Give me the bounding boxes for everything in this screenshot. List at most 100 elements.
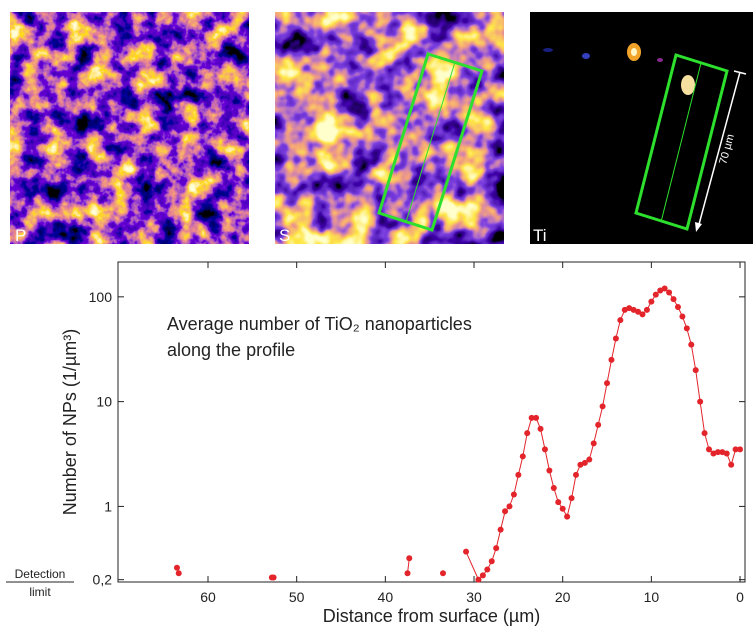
data-point <box>484 566 491 573</box>
data-point <box>550 484 557 491</box>
data-point <box>666 289 673 296</box>
data-point <box>555 499 562 506</box>
data-point <box>612 335 619 342</box>
blob <box>543 48 553 52</box>
x-tick-label: 30 <box>466 589 482 605</box>
data-point <box>537 425 544 432</box>
data-point <box>439 570 446 577</box>
data-point <box>617 317 624 324</box>
data-point <box>479 572 486 579</box>
panel-ti: 70 µm Ti <box>530 12 753 245</box>
plot-frame <box>117 261 746 583</box>
blob <box>657 58 663 62</box>
panel-p: P <box>10 12 249 245</box>
data-point <box>661 285 668 292</box>
data-point <box>175 570 182 577</box>
x-tick-label: 60 <box>200 589 216 605</box>
image <box>530 12 753 244</box>
blob <box>582 53 590 59</box>
data-point <box>705 446 712 453</box>
data-point <box>604 380 611 387</box>
annotation: Average number of TiO₂ nanoparticles <box>167 314 472 334</box>
data-point <box>533 414 540 421</box>
data-point <box>173 564 180 571</box>
data-point <box>714 449 721 456</box>
y-tick-label: 1 <box>104 498 112 514</box>
data-point <box>723 450 730 457</box>
x-tick-label: 0 <box>736 589 744 605</box>
data-point <box>510 491 517 498</box>
data-point <box>404 570 411 577</box>
y-axis-label: Number of NPs (1/µm³) <box>60 329 80 515</box>
data-point <box>524 430 531 437</box>
profile-line <box>660 62 702 223</box>
x-tick-label: 50 <box>289 589 305 605</box>
y-tick-label: 100 <box>89 289 113 305</box>
data-point <box>586 456 593 463</box>
data-point <box>692 367 699 374</box>
data-point <box>608 356 615 363</box>
data-point <box>683 325 690 332</box>
y-tick-label: 0,2 <box>93 572 113 588</box>
data-point <box>648 298 655 305</box>
panel-label: P <box>15 226 26 245</box>
blob <box>631 48 637 56</box>
profile-line <box>405 61 456 223</box>
data-point <box>732 446 739 453</box>
data-point <box>581 459 588 466</box>
panel-label: Ti <box>533 226 547 245</box>
panel-s: S <box>275 12 504 245</box>
detection-label: Detection <box>15 567 66 581</box>
scale-bar <box>697 71 741 229</box>
data-point <box>679 313 686 320</box>
data-point <box>559 505 566 512</box>
data-point <box>475 576 482 583</box>
data-point <box>546 467 553 474</box>
data-point <box>493 545 500 552</box>
data-point <box>406 555 413 562</box>
data-point <box>528 414 535 421</box>
data-point <box>643 306 650 313</box>
data-point <box>635 308 642 315</box>
profile-box <box>634 53 729 231</box>
x-tick-label: 10 <box>644 589 660 605</box>
data-point <box>728 461 735 468</box>
data-point <box>572 471 579 478</box>
image <box>10 12 249 244</box>
scale-bar-arrow <box>695 222 702 232</box>
panel-label: S <box>279 226 290 245</box>
data-point <box>270 574 277 581</box>
data-point <box>463 548 470 555</box>
x-tick-label: 20 <box>555 589 571 605</box>
scale-bar-cap <box>733 70 747 75</box>
data-point <box>590 440 597 447</box>
x-axis-label: Distance from surface (µm) <box>323 606 540 626</box>
data-point <box>497 526 504 533</box>
data-point <box>595 421 602 428</box>
annotation: along the profile <box>167 340 295 360</box>
data-point <box>541 446 548 453</box>
data-point <box>515 471 522 478</box>
blob <box>681 75 695 95</box>
data-point <box>701 430 708 437</box>
data-point <box>488 558 495 565</box>
data-point <box>502 508 509 515</box>
data-point <box>519 453 526 460</box>
x-tick-label: 40 <box>378 589 394 605</box>
data-point <box>674 303 681 310</box>
data-point <box>599 403 606 410</box>
data-point <box>697 398 704 405</box>
data-point <box>564 513 571 520</box>
data-point <box>652 291 659 298</box>
data-point <box>506 503 513 510</box>
detection-label: limit <box>29 585 51 599</box>
data-point <box>639 311 646 318</box>
data-point <box>568 495 575 502</box>
image <box>275 12 504 244</box>
data-point <box>670 296 677 303</box>
y-tick-label: 10 <box>96 394 112 410</box>
profile-box <box>377 52 484 232</box>
data-point <box>688 341 695 348</box>
